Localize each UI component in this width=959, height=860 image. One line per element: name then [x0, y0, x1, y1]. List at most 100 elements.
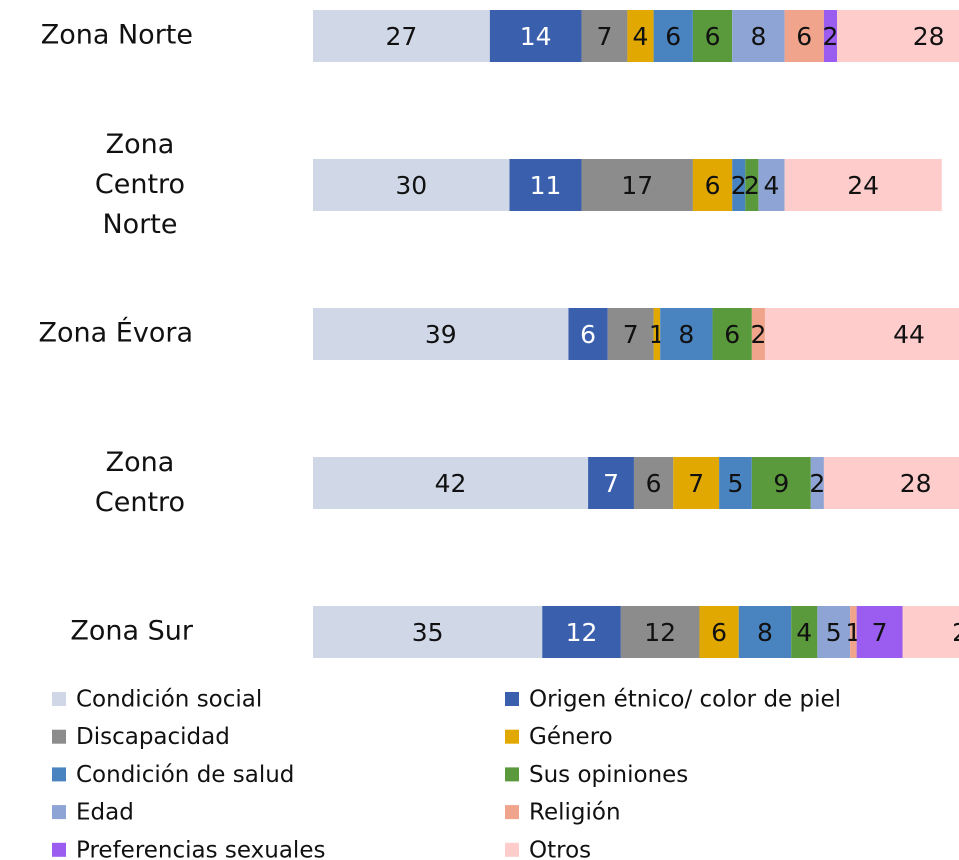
- legend-label: Otros: [529, 837, 591, 860]
- bar-segment: [313, 606, 543, 658]
- bar-segment: [633, 457, 674, 509]
- data-label: 6: [796, 22, 812, 51]
- legend-swatch: [52, 805, 66, 820]
- bar-segment: [902, 606, 959, 658]
- data-label: 6: [646, 469, 662, 498]
- bar-segment: [837, 10, 959, 62]
- data-label: 5: [728, 469, 744, 498]
- legend-label: Género: [529, 724, 613, 750]
- data-label: 24: [847, 171, 879, 200]
- bar-segment: [732, 10, 785, 62]
- bar-segment: [627, 10, 654, 62]
- data-label: 7: [688, 469, 704, 498]
- data-label: 6: [705, 22, 721, 51]
- data-label: 12: [644, 618, 676, 647]
- bar-segment: [699, 606, 739, 658]
- bar-segment: [489, 10, 582, 62]
- category-label: Zona Sur: [70, 616, 194, 647]
- data-label: 7: [597, 22, 613, 51]
- category-label: Zona Centro: [95, 447, 185, 518]
- bar-segment: [660, 308, 713, 360]
- category-label: Zona Centro Norte: [95, 129, 185, 240]
- category-label: Zona Évora: [39, 317, 193, 349]
- legend-swatch: [505, 692, 519, 706]
- bar-segment: [568, 308, 608, 360]
- bar-segment: [732, 159, 746, 211]
- bar-segment: [850, 606, 857, 658]
- data-label: 27: [386, 22, 418, 51]
- data-label: 44: [893, 320, 925, 349]
- data-label: 7: [603, 469, 619, 498]
- bar-segment: [784, 10, 824, 62]
- legend-swatch: [52, 842, 66, 857]
- bar-segment: [719, 457, 752, 509]
- bar-segment: [823, 10, 837, 62]
- bar-segment: [313, 10, 490, 62]
- data-label: 28: [900, 469, 932, 498]
- bar-segment: [758, 159, 785, 211]
- data-label: 8: [750, 22, 766, 51]
- bar-segment: [764, 308, 959, 360]
- legend-swatch: [52, 692, 66, 706]
- data-label: 12: [566, 618, 598, 647]
- legend-swatch: [505, 767, 519, 782]
- legend-swatch: [505, 729, 519, 744]
- bar-segment: [823, 457, 959, 509]
- data-label: 6: [665, 22, 681, 51]
- data-label: 5: [826, 618, 842, 647]
- data-label: 7: [872, 618, 888, 647]
- bar-segment: [607, 308, 654, 360]
- data-label: 6: [580, 320, 596, 349]
- bar-segment: [810, 457, 824, 509]
- bar-segment: [751, 457, 811, 509]
- data-label: 6: [705, 171, 721, 200]
- data-label: 11: [530, 171, 562, 200]
- legend-label: Sus opiniones: [529, 762, 688, 788]
- data-label: 42: [435, 469, 467, 498]
- bar-segment: [313, 457, 589, 509]
- legend-label: Condición de salud: [76, 762, 294, 788]
- legend-label: Origen étnico/ color de piel: [529, 687, 841, 713]
- data-label: 30: [395, 171, 427, 200]
- bar-segment: [313, 159, 510, 211]
- bar-segment: [581, 159, 693, 211]
- data-label: 6: [711, 618, 727, 647]
- bar-segment: [653, 308, 661, 360]
- bar-segment: [738, 606, 792, 658]
- data-label: 4: [796, 618, 812, 647]
- legend-swatch: [52, 767, 66, 782]
- legend-swatch: [505, 805, 519, 820]
- data-label: 39: [425, 320, 457, 349]
- legend-label: Edad: [76, 800, 134, 826]
- data-label: 2: [822, 22, 838, 51]
- bar-segment: [712, 308, 752, 360]
- bar-segment: [581, 10, 628, 62]
- bar-segment: [791, 606, 818, 658]
- bar-segment: [673, 457, 720, 509]
- data-label: 28: [913, 22, 945, 51]
- data-label: 8: [678, 320, 694, 349]
- bar-segment: [313, 308, 569, 360]
- bar-segment: [745, 159, 759, 211]
- legend-swatch: [52, 729, 66, 744]
- legend-label: Religión: [529, 800, 621, 826]
- bar-segment: [588, 457, 634, 509]
- data-label: 35: [412, 618, 444, 647]
- data-label: 2: [809, 469, 825, 498]
- bar-segment: [692, 10, 733, 62]
- data-label: 2: [731, 171, 747, 200]
- data-label: 14: [520, 22, 552, 51]
- bar-segment: [509, 159, 582, 211]
- legend-label: Condición social: [76, 687, 262, 713]
- legend-label: Preferencias sexuales: [76, 837, 325, 860]
- data-label: 2: [750, 320, 766, 349]
- data-label: 9: [773, 469, 789, 498]
- bar-segment: [542, 606, 621, 658]
- legend-label: Discapacidad: [76, 724, 230, 750]
- bar-segment: [856, 606, 903, 658]
- data-label: 7: [623, 320, 639, 349]
- category-label: Zona Norte: [41, 20, 193, 51]
- bar-segment: [784, 159, 942, 211]
